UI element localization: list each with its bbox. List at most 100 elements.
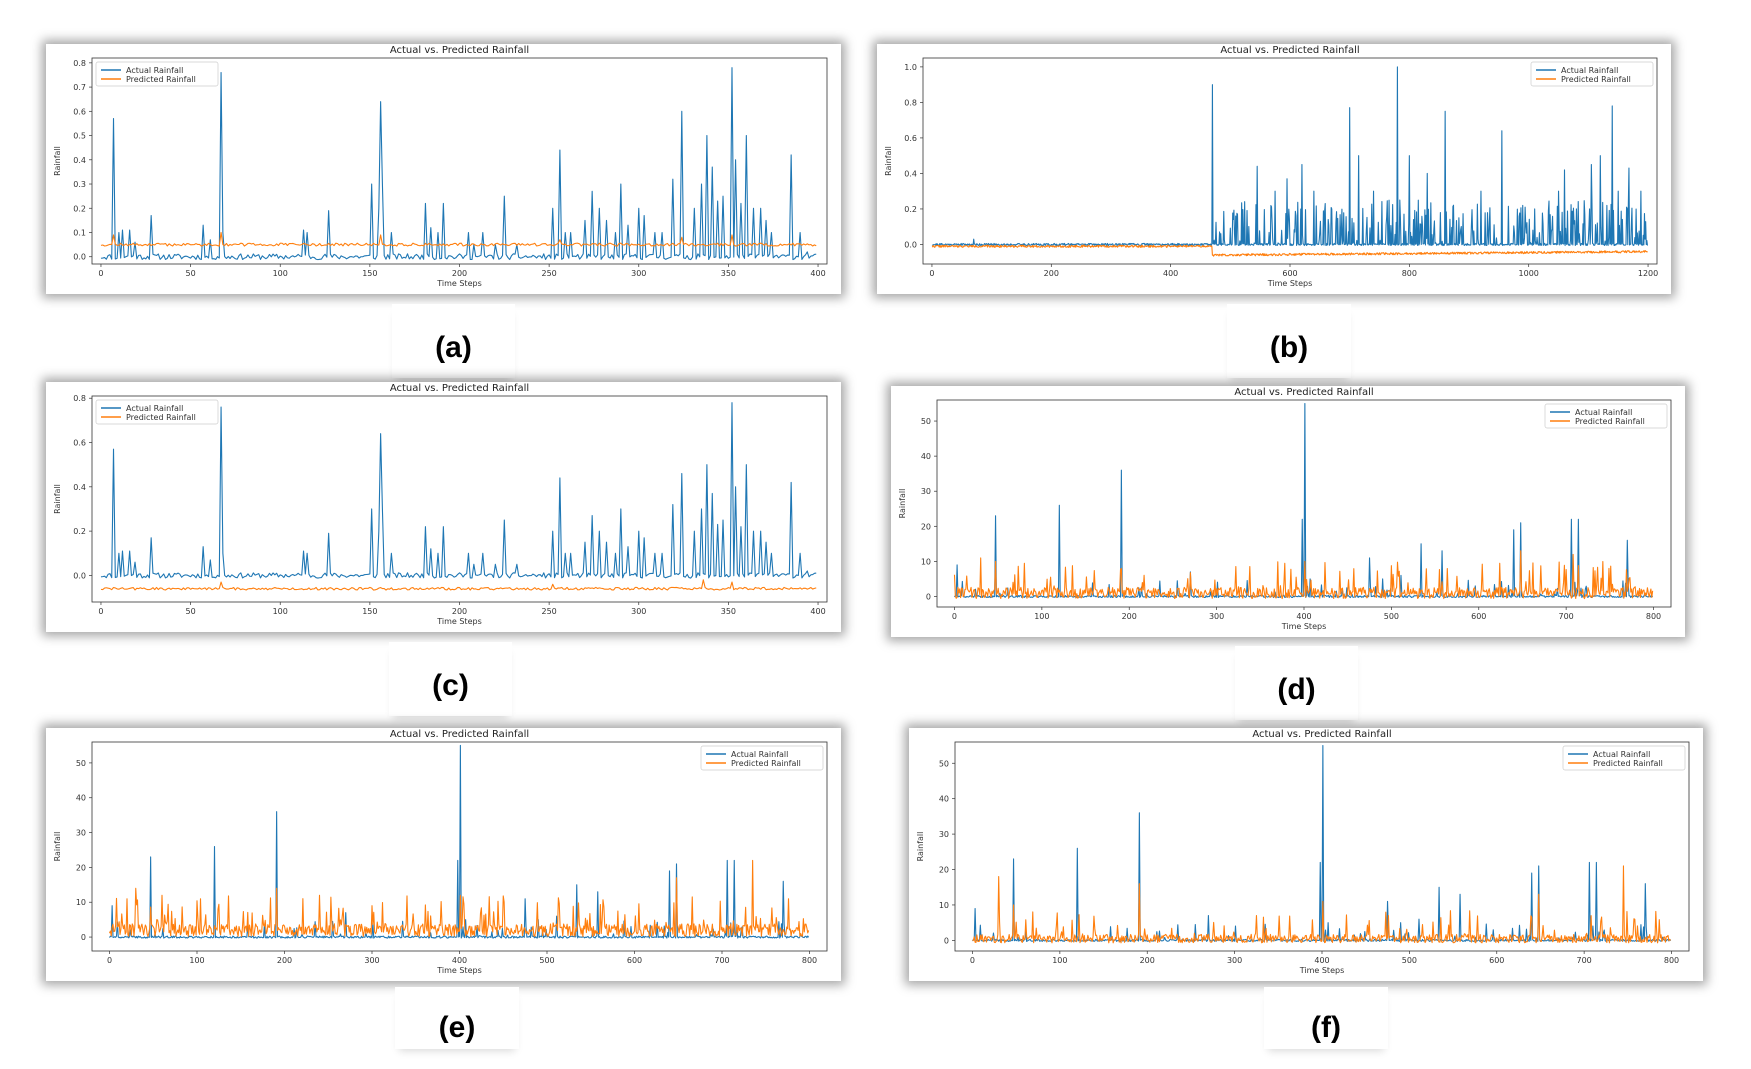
plot-frame — [91, 395, 828, 603]
y-tick-label: 10 — [76, 898, 86, 907]
x-tick-label: 1200 — [1638, 269, 1658, 278]
y-tick-label: 50 — [939, 759, 949, 768]
predicted-rainfall-line — [100, 579, 817, 591]
legend-label: Predicted Rainfall — [126, 75, 196, 84]
x-tick-label: 300 — [1227, 956, 1242, 965]
actual-rainfall-line — [972, 744, 1672, 942]
chart-b: Actual vs. Predicted Rainfall 0 200 400 600 8… — [884, 45, 1658, 288]
y-tick-label: 0.8 — [73, 394, 86, 403]
x-axis-label: Time Steps — [1281, 622, 1327, 631]
x-tick-label: 400 — [452, 956, 467, 965]
legend-label: Predicted Rainfall — [1561, 75, 1631, 84]
actual-rainfall-line — [954, 402, 1654, 599]
x-axis-label: Time Steps — [436, 966, 482, 975]
legend-label: Actual Rainfall — [731, 750, 788, 759]
x-tick-label: 400 — [810, 269, 825, 278]
x-tick-label: 600 — [1282, 269, 1297, 278]
chart-a: Actual vs. Predicted Rainfall 0 50 100 150 20… — [53, 45, 828, 288]
legend-label: Predicted Rainfall — [126, 413, 196, 422]
predicted-rainfall-line — [108, 859, 810, 937]
y-axis-label: Rainfall — [53, 146, 62, 176]
y-tick-label: 0.7 — [73, 83, 86, 92]
chart-title: Actual vs. Predicted Rainfall — [1234, 387, 1373, 398]
plot-frame — [91, 57, 828, 265]
x-tick-label: 400 — [1163, 269, 1178, 278]
x-tick-label: 800 — [1664, 956, 1679, 965]
y-tick-label: 30 — [76, 829, 86, 838]
x-tick-label: 600 — [627, 956, 642, 965]
legend-box — [95, 61, 219, 87]
x-tick-label: 100 — [273, 269, 288, 278]
y-tick-label: 0.8 — [904, 98, 917, 107]
legend-box — [700, 745, 824, 771]
legend-label: Actual Rainfall — [1561, 66, 1618, 75]
predicted-rainfall-line — [953, 550, 1654, 600]
x-tick-label: 1000 — [1519, 269, 1539, 278]
x-tick-label: 400 — [1296, 612, 1311, 621]
y-tick-label: 0.0 — [73, 253, 86, 262]
actual-rainfall-line — [931, 66, 1648, 247]
y-tick-label: 0.2 — [904, 205, 917, 214]
y-tick-label: 0.0 — [904, 240, 917, 249]
x-tick-label: 200 — [1122, 612, 1137, 621]
y-tick-label: 40 — [921, 452, 931, 461]
x-tick-label: 200 — [277, 956, 292, 965]
predicted-rainfall-line — [931, 244, 1648, 257]
y-tick-label: 30 — [921, 487, 931, 496]
y-tick-label: 0.4 — [73, 156, 86, 165]
x-tick-label: 300 — [364, 956, 379, 965]
y-tick-label: 0.6 — [73, 107, 86, 116]
legend-label: Predicted Rainfall — [1575, 417, 1645, 426]
y-tick-label: 0.3 — [73, 180, 86, 189]
x-tick-label: 800 — [802, 956, 817, 965]
plot-frame — [91, 741, 828, 952]
y-tick-label: 0.4 — [73, 483, 86, 492]
x-tick-label: 0 — [107, 956, 112, 965]
legend-label: Predicted Rainfall — [731, 759, 801, 768]
x-axis-label: Time Steps — [1299, 966, 1345, 975]
x-tick-label: 600 — [1489, 956, 1504, 965]
x-tick-label: 50 — [186, 607, 196, 616]
y-tick-label: 0.6 — [904, 134, 917, 143]
y-axis-label: Rainfall — [53, 832, 62, 862]
y-tick-label: 50 — [921, 417, 931, 426]
x-tick-label: 500 — [1402, 956, 1417, 965]
chart-title: Actual vs. Predicted Rainfall — [1220, 45, 1359, 56]
actual-rainfall-line — [100, 402, 817, 579]
chart-title: Actual vs. Predicted Rainfall — [390, 383, 529, 394]
x-tick-label: 600 — [1471, 612, 1486, 621]
x-tick-label: 300 — [631, 269, 646, 278]
chart-title: Actual vs. Predicted Rainfall — [390, 729, 529, 740]
x-tick-label: 300 — [1209, 612, 1224, 621]
caption-b: (b) — [1227, 304, 1351, 378]
x-axis-label: Time Steps — [436, 617, 482, 626]
y-tick-label: 40 — [76, 794, 86, 803]
legend-box — [95, 399, 219, 425]
x-tick-label: 200 — [1044, 269, 1059, 278]
y-axis-label: Rainfall — [884, 146, 893, 176]
x-tick-label: 100 — [273, 607, 288, 616]
y-tick-label: 0.5 — [73, 132, 86, 141]
y-tick-label: 0.1 — [73, 228, 86, 237]
legend-box — [1562, 745, 1686, 771]
predicted-rainfall-line — [100, 231, 817, 247]
legend-box — [1544, 403, 1668, 429]
y-tick-label: 20 — [939, 866, 949, 875]
x-tick-label: 250 — [541, 607, 556, 616]
x-tick-label: 250 — [541, 269, 556, 278]
x-tick-label: 350 — [721, 607, 736, 616]
plot-frame — [936, 399, 1672, 608]
plot-frame — [922, 57, 1658, 265]
x-tick-label: 100 — [189, 956, 204, 965]
actual-rainfall-line — [100, 67, 817, 261]
x-tick-label: 500 — [539, 956, 554, 965]
y-tick-label: 0.8 — [73, 59, 86, 68]
caption-d: (d) — [1235, 646, 1358, 720]
y-tick-label: 0.4 — [904, 169, 917, 178]
legend-label: Actual Rainfall — [126, 66, 183, 75]
